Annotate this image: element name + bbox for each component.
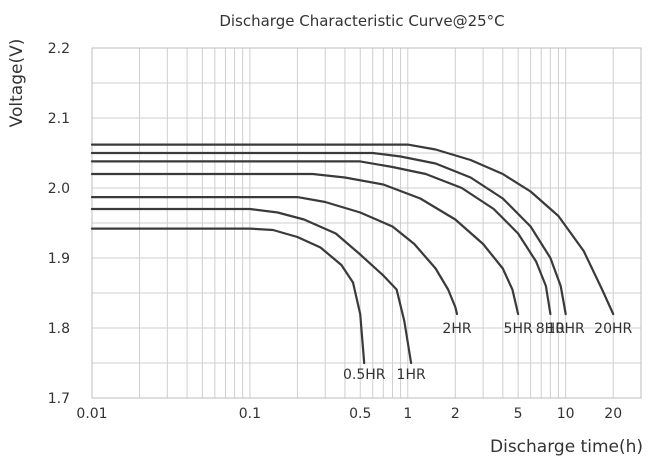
discharge-curve [90,160,552,316]
discharge-curve [90,196,459,316]
chart-title: Discharge Characteristic Curve@25°C [219,12,504,30]
x-tick-label: 1 [403,406,412,422]
x-tick-label: 0.1 [239,406,261,422]
curve-label: 10HR [547,321,585,337]
discharge-curve [90,172,520,316]
x-tick-label: 0.01 [76,406,107,422]
curve-label: 0.5HR [343,367,386,383]
x-tick-label: 5 [514,406,523,422]
x-tick-label: 0.5 [349,406,371,422]
discharge-curve [90,227,366,365]
x-tick-labels: 0.01 0.1 0.5 1 2 5 10 20 [76,406,622,422]
discharge-curve [90,151,567,316]
y-tick-label: 2.0 [48,181,70,197]
curve-label: 1HR [397,367,426,383]
curve-label: 8HR [536,321,565,337]
x-axis-label: Discharge time(h) [490,437,643,457]
plot-frame [91,47,642,399]
y-tick-labels: 1.7 1.8 1.9 2.0 2.1 2.2 [48,41,70,407]
discharge-curve [90,143,615,316]
curve-label: 5HR [504,321,533,337]
x-tick-label: 2 [451,406,460,422]
curve-label: 2HR [442,321,471,337]
x-tick-label: 20 [604,406,622,422]
y-tick-label: 1.7 [48,391,70,407]
y-tick-label: 1.9 [48,251,70,267]
x-tick-label: 10 [557,406,575,422]
y-axis-label: Voltage(V) [7,39,27,128]
y-tick-label: 2.1 [48,111,70,127]
curve-label: 20HR [594,321,632,337]
y-tick-label: 1.8 [48,321,70,337]
y-tick-label: 2.2 [48,41,70,57]
curves [90,143,615,365]
discharge-curve [90,207,413,365]
